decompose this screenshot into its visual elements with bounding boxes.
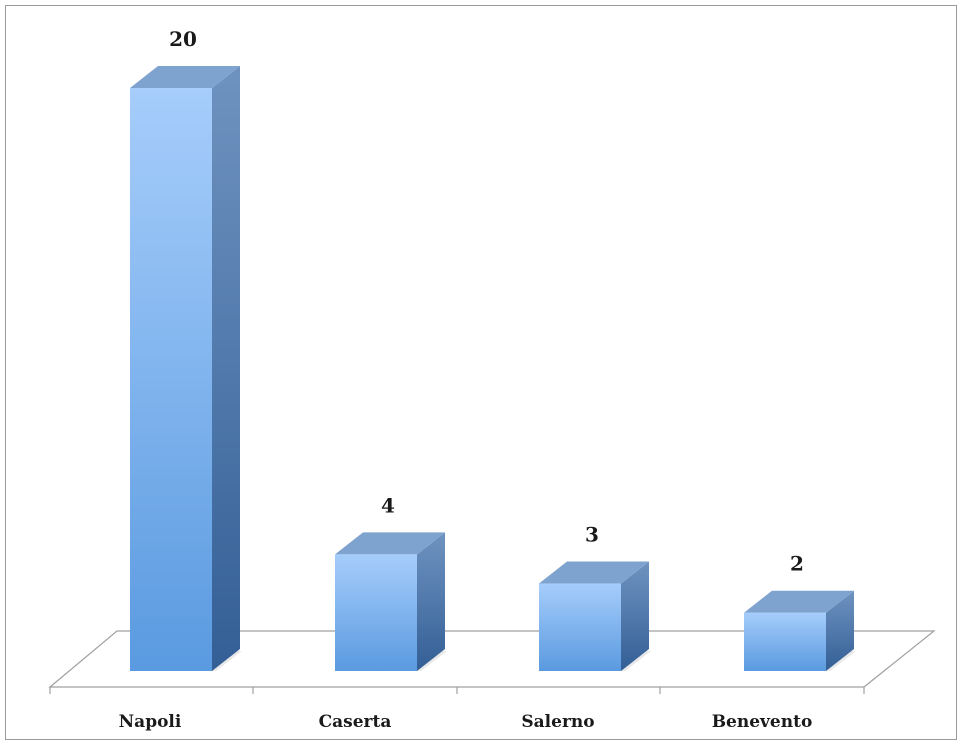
bars <box>130 66 856 671</box>
bar-top-face <box>130 66 240 88</box>
bar-side-face <box>826 590 854 671</box>
bar-front-face <box>335 554 417 671</box>
bar-side-face <box>212 66 240 671</box>
bar-salerno <box>539 561 651 671</box>
x-tick-label: Napoli <box>119 712 182 732</box>
x-tick-label: Salerno <box>521 712 594 732</box>
bar-top-face <box>539 561 649 584</box>
bar-front-face <box>130 88 212 671</box>
labels: 20 Napoli 4 Caserta 3 Salerno 2 Benevento <box>119 27 813 732</box>
bar-side-face <box>417 532 445 671</box>
data-label: 2 <box>790 552 804 576</box>
bar-benevento <box>744 590 856 671</box>
bar-napoli <box>130 66 242 671</box>
data-label: 4 <box>381 493 395 517</box>
floor-plane <box>48 630 936 688</box>
bar-side-face <box>621 561 649 671</box>
x-tick-label: Benevento <box>712 712 813 732</box>
bar-caserta <box>335 532 447 671</box>
bar-front-face <box>744 612 826 671</box>
data-label: 3 <box>585 523 599 547</box>
bar-top-face <box>335 532 445 555</box>
data-label: 20 <box>169 27 197 51</box>
x-tick-label: Caserta <box>319 712 392 732</box>
bar-top-face <box>744 590 854 613</box>
chart-floor <box>48 630 936 694</box>
bar-front-face <box>539 583 621 671</box>
